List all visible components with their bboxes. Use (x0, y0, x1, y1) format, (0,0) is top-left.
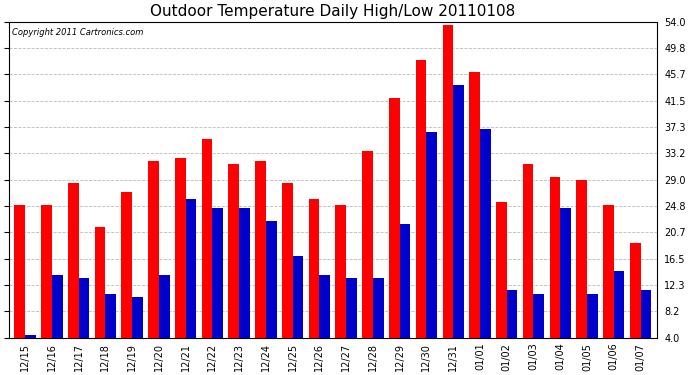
Bar (362, 152, 373, 363)
Title: Outdoor Temperature Daily High/Low 20110108: Outdoor Temperature Daily High/Low 20110… (150, 4, 515, 19)
Bar (442, 25, 453, 363)
Bar (496, 202, 506, 363)
Bar (587, 294, 598, 363)
Bar (95, 227, 106, 363)
Bar (25, 334, 36, 363)
Bar (614, 272, 624, 363)
Bar (426, 132, 437, 363)
Bar (148, 161, 159, 363)
Bar (576, 180, 587, 363)
Bar (239, 208, 250, 363)
Bar (416, 60, 426, 363)
Bar (41, 205, 52, 363)
Bar (533, 294, 544, 363)
Bar (266, 221, 277, 363)
Bar (228, 164, 239, 363)
Bar (175, 158, 186, 363)
Bar (400, 224, 411, 363)
Bar (346, 278, 357, 363)
Bar (308, 199, 319, 363)
Bar (335, 205, 346, 363)
Bar (14, 205, 25, 363)
Bar (159, 274, 170, 363)
Bar (453, 85, 464, 363)
Text: Copyright 2011 Cartronics.com: Copyright 2011 Cartronics.com (12, 28, 144, 37)
Bar (68, 183, 79, 363)
Bar (560, 208, 571, 363)
Bar (389, 98, 400, 363)
Bar (319, 274, 330, 363)
Bar (213, 208, 223, 363)
Bar (373, 278, 384, 363)
Bar (52, 274, 63, 363)
Bar (79, 278, 89, 363)
Bar (106, 294, 116, 363)
Bar (255, 161, 266, 363)
Bar (132, 297, 143, 363)
Bar (603, 205, 614, 363)
Bar (469, 72, 480, 363)
Bar (630, 243, 640, 363)
Bar (506, 290, 518, 363)
Bar (282, 183, 293, 363)
Bar (640, 290, 651, 363)
Bar (121, 192, 132, 363)
Bar (201, 139, 213, 363)
Bar (523, 164, 533, 363)
Bar (186, 199, 197, 363)
Bar (549, 177, 560, 363)
Bar (480, 129, 491, 363)
Bar (293, 256, 304, 363)
